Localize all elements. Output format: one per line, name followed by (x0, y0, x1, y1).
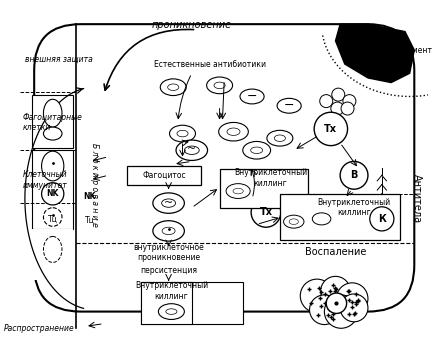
Text: проникновение: проникновение (152, 20, 232, 30)
Text: NK: NK (47, 189, 59, 198)
Ellipse shape (277, 98, 301, 113)
Polygon shape (335, 24, 414, 83)
Circle shape (42, 183, 64, 205)
Text: Антитела: Антитела (412, 174, 422, 223)
Text: NK: NK (84, 192, 96, 201)
Ellipse shape (161, 199, 176, 207)
Ellipse shape (168, 84, 179, 91)
Circle shape (370, 207, 394, 231)
Circle shape (332, 88, 345, 101)
Text: Тц: Тц (85, 216, 95, 225)
Text: комплемент: комплемент (382, 45, 432, 55)
Ellipse shape (227, 128, 240, 135)
Ellipse shape (240, 89, 264, 104)
Ellipse shape (219, 122, 248, 141)
Ellipse shape (169, 125, 195, 142)
Ellipse shape (44, 237, 62, 262)
Text: Внутриклеточный
киллинг: Внутриклеточный киллинг (234, 168, 307, 188)
Ellipse shape (176, 140, 208, 160)
Text: В: В (350, 170, 358, 180)
Ellipse shape (158, 304, 184, 319)
Circle shape (251, 198, 281, 227)
Circle shape (340, 161, 368, 189)
Bar (280, 194, 400, 240)
Text: Распространение: Распространение (4, 324, 74, 333)
Text: Фагоцитарные
клетки: Фагоцитарные клетки (23, 113, 83, 132)
Ellipse shape (44, 99, 62, 127)
Text: внутриклеточное
проникновение: внутриклеточное проникновение (133, 243, 204, 262)
Text: ~: ~ (164, 198, 173, 208)
Bar (32, 229, 73, 280)
Bar (32, 150, 73, 229)
Circle shape (320, 95, 333, 108)
Ellipse shape (184, 146, 199, 154)
Ellipse shape (251, 147, 263, 154)
Text: Естественные антибиотики: Естественные антибиотики (154, 59, 266, 68)
Text: Б л о к и р о в а н и е: Б л о к и р о в а н и е (90, 142, 99, 227)
Ellipse shape (207, 77, 233, 94)
Text: К: К (378, 214, 386, 224)
Ellipse shape (177, 130, 188, 137)
Circle shape (341, 102, 354, 115)
Bar (32, 95, 73, 149)
Circle shape (300, 279, 334, 313)
Circle shape (321, 276, 350, 306)
Ellipse shape (233, 188, 243, 194)
Circle shape (314, 112, 348, 146)
Ellipse shape (226, 184, 250, 198)
Circle shape (324, 295, 358, 328)
Bar (127, 166, 201, 185)
Ellipse shape (44, 127, 62, 140)
Text: −: − (247, 90, 257, 103)
Bar (141, 282, 192, 324)
Circle shape (337, 283, 368, 314)
Text: Фагоцитос: Фагоцитос (142, 171, 186, 180)
Ellipse shape (243, 141, 271, 159)
Ellipse shape (42, 151, 64, 181)
Ellipse shape (312, 213, 331, 225)
Text: Внутриклеточный
киллинг: Внутриклеточный киллинг (135, 281, 208, 301)
Text: Клеточный
иммунитет: Клеточный иммунитет (23, 170, 68, 190)
Text: внешняя защита: внешняя защита (25, 55, 93, 64)
Ellipse shape (153, 221, 184, 241)
Circle shape (331, 102, 344, 115)
Text: Воспаление: Воспаление (305, 247, 366, 257)
Text: ~: ~ (187, 144, 196, 154)
Circle shape (343, 95, 356, 108)
Text: Тх: Тх (260, 207, 272, 217)
Circle shape (309, 295, 339, 325)
Text: Внутриклеточный
киллинг: Внутриклеточный киллинг (318, 198, 391, 217)
Ellipse shape (274, 135, 286, 141)
Ellipse shape (162, 227, 175, 234)
Text: Тц: Тц (48, 214, 58, 223)
Ellipse shape (166, 309, 177, 314)
Circle shape (44, 208, 62, 226)
Text: −: − (284, 99, 294, 112)
Ellipse shape (160, 79, 186, 96)
Ellipse shape (214, 82, 225, 88)
Circle shape (340, 294, 368, 322)
Bar (220, 169, 308, 208)
Text: Тх: Тх (324, 124, 337, 134)
Ellipse shape (267, 130, 293, 146)
Bar (141, 282, 243, 324)
Text: персистенция: персистенция (140, 266, 197, 275)
Circle shape (326, 293, 347, 314)
Ellipse shape (289, 219, 298, 224)
Ellipse shape (153, 193, 184, 213)
Ellipse shape (283, 215, 304, 228)
